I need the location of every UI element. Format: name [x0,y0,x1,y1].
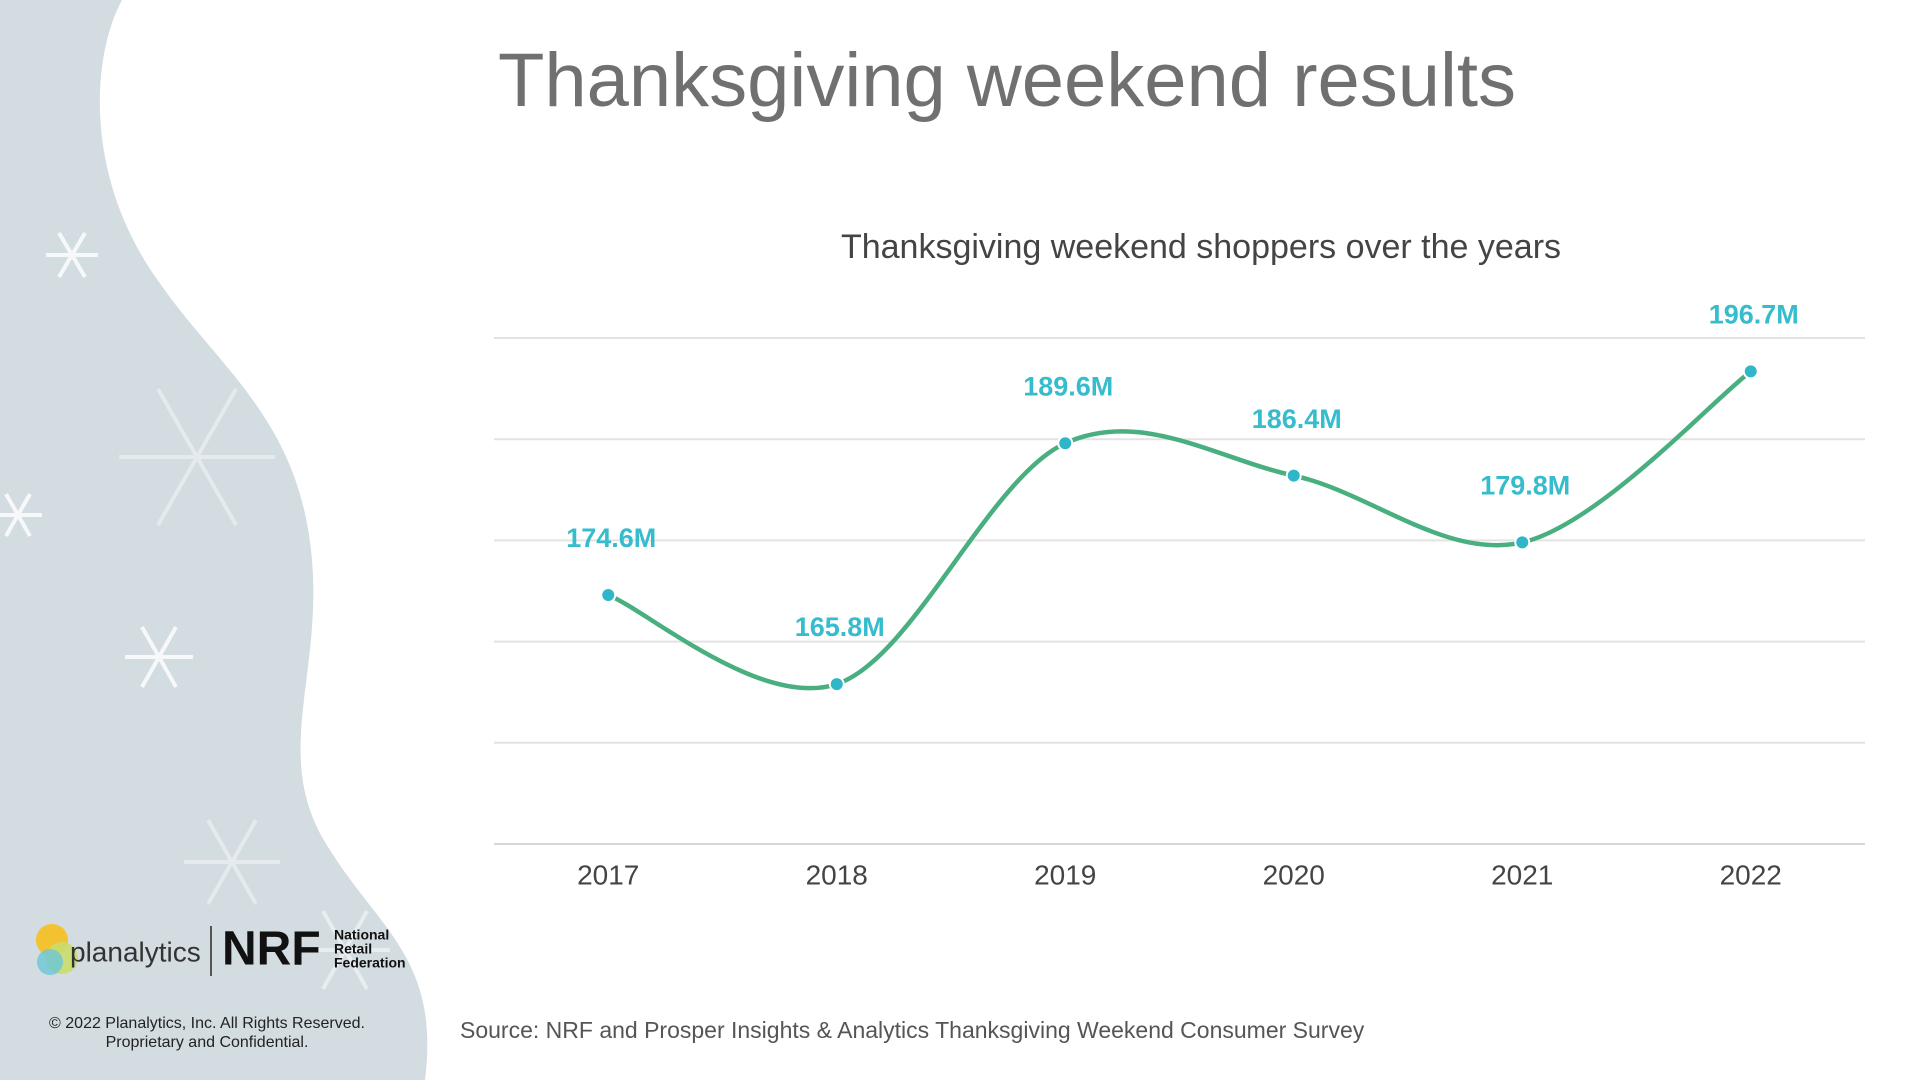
line-series [607,369,1753,691]
point [600,587,617,604]
x-tick-label: 2022 [1720,859,1782,890]
point [1285,467,1302,484]
slide-title: Thanksgiving weekend results [498,38,1516,123]
data-label: 179.8M [1480,471,1570,501]
point [1742,363,1759,380]
copyright: © 2022 Planalytics, Inc. All Rights Rese… [49,1015,365,1032]
source-note: Source: NRF and Prosper Insights & Analy… [460,1017,1365,1043]
chart-title: Thanksgiving weekend shoppers over the y… [841,228,1561,266]
x-tick-label: 2019 [1034,859,1096,890]
planalytics-logo: planalytics NRF National Retail Federati… [36,923,406,976]
x-tick-label: 2018 [806,859,868,890]
nrf-logo: NRF [222,923,321,976]
point [1514,534,1531,551]
x-tick-label: 2020 [1263,859,1325,890]
side-wave [0,0,428,1080]
planalytics-name: planalytics [70,936,201,967]
nrf-name-line: Retail [334,941,372,957]
x-tick-label: 2021 [1491,859,1553,890]
snowflakes [0,231,390,990]
point [1057,435,1074,452]
copyright: Proprietary and Confidential. [106,1034,309,1051]
data-label: 186.4M [1252,404,1342,434]
point [828,676,845,693]
nrf-name-line: Federation [334,955,406,971]
nrf-name-line: National [334,927,389,943]
data-label: 196.7M [1709,300,1799,330]
data-label: 165.8M [795,612,885,642]
data-label: 189.6M [1023,371,1113,401]
x-tick-label: 2017 [577,859,639,890]
data-label: 174.6M [566,523,656,553]
